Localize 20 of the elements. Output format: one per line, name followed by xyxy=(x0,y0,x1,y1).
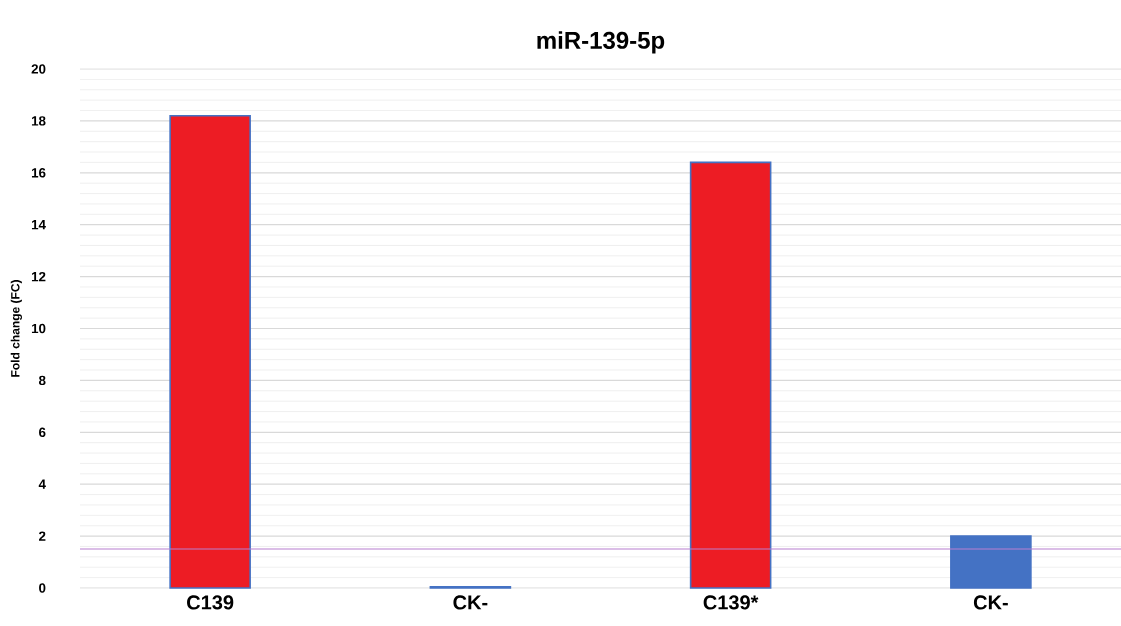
y-tick-label: 6 xyxy=(39,427,46,438)
y-tick-label: 20 xyxy=(31,64,46,74)
x-tick-label: C139 xyxy=(187,595,234,610)
y-tick-label: 18 xyxy=(31,116,46,126)
chart-title: miR-139-5p xyxy=(537,31,665,54)
y-tick-label: 12 xyxy=(31,271,46,282)
x-tick-label: C139* xyxy=(703,595,759,610)
bar xyxy=(950,535,1032,589)
y-axis-title: Fold change (FC) xyxy=(10,280,22,377)
y-tick-label: 2 xyxy=(39,531,46,541)
x-tick-label: CK- xyxy=(453,595,488,610)
y-tick-label: 16 xyxy=(31,168,46,178)
y-tick-label: 4 xyxy=(38,479,46,489)
y-tick-label: 8 xyxy=(38,375,46,386)
bar xyxy=(169,114,251,589)
y-tick-label: 14 xyxy=(31,220,46,230)
x-tick-label: CK- xyxy=(973,595,1008,610)
y-tick-label: 10 xyxy=(31,323,46,334)
bar xyxy=(689,161,772,589)
y-tick-label: 0 xyxy=(39,583,46,593)
